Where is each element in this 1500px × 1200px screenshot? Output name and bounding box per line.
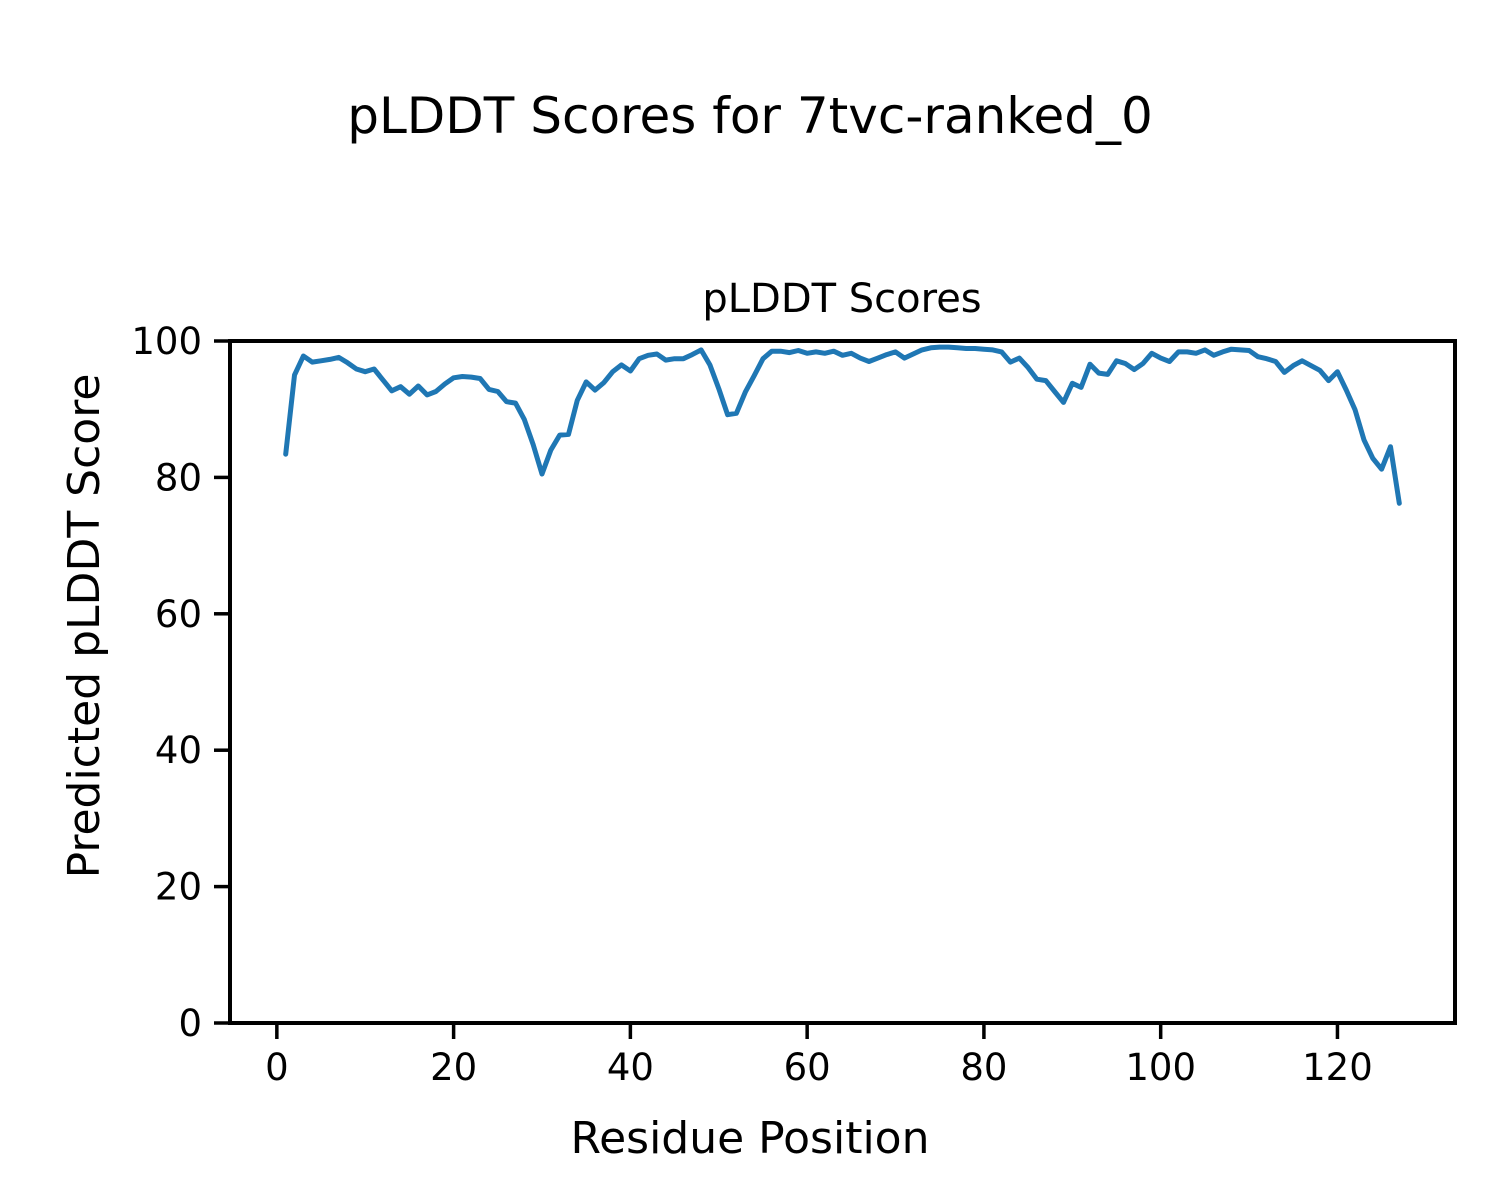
x-tick-label: 0 bbox=[265, 1046, 289, 1089]
x-axis-label: Residue Position bbox=[570, 1113, 930, 1164]
y-tick-label: 0 bbox=[178, 1002, 202, 1045]
y-tick-label: 40 bbox=[155, 729, 202, 772]
plot-border bbox=[228, 339, 1457, 1025]
x-tick-label: 40 bbox=[607, 1046, 654, 1089]
figure-title: pLDDT Scores for 7tvc-ranked_0 bbox=[347, 87, 1153, 145]
x-tick-label: 20 bbox=[430, 1046, 477, 1089]
y-tick-label: 60 bbox=[155, 593, 202, 636]
y-axis-label: Predicted pLDDT Score bbox=[59, 373, 110, 879]
y-tick-label: 100 bbox=[131, 320, 202, 363]
x-tick-label: 80 bbox=[960, 1046, 1007, 1089]
x-tick-label: 100 bbox=[1125, 1046, 1196, 1089]
axis-tick-labels: 0 20 40 60 80 100 120 0 20 40 60 80 100 bbox=[131, 320, 1372, 1089]
axis-tick-marks bbox=[214, 339, 1340, 1039]
y-tick-label: 20 bbox=[155, 866, 202, 909]
x-tick-label: 60 bbox=[784, 1046, 831, 1089]
axes-title: pLDDT Scores bbox=[702, 276, 982, 322]
plddt-line-series bbox=[283, 344, 1402, 506]
y-tick-label: 80 bbox=[155, 456, 202, 499]
x-tick-label: 120 bbox=[1302, 1046, 1373, 1089]
